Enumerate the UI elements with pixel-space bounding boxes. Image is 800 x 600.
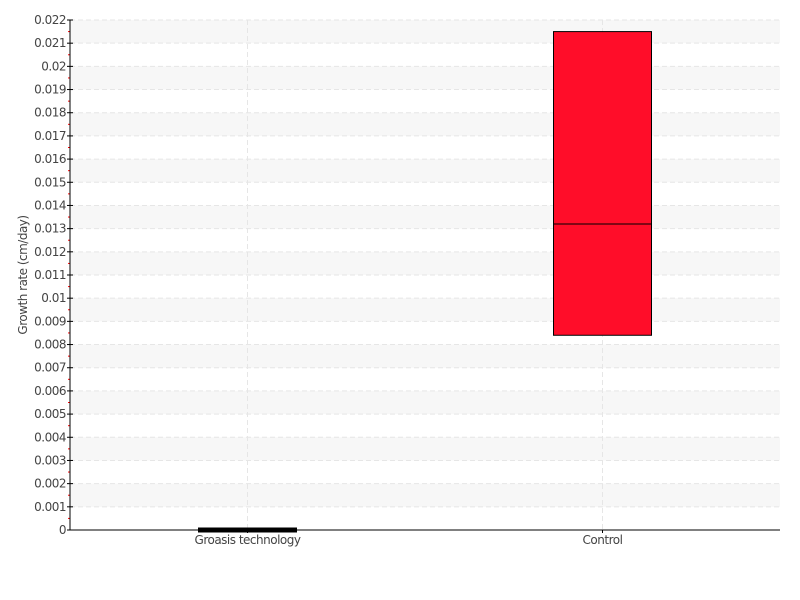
grid-band xyxy=(70,112,780,136)
grid-band xyxy=(70,66,780,90)
box-control xyxy=(553,31,652,336)
y-tick-label: 0.006 xyxy=(34,384,66,398)
y-tick-label: 0 xyxy=(59,523,66,537)
grid-band xyxy=(70,344,780,368)
y-tick-label: 0.009 xyxy=(34,314,66,328)
y-tick-label: 0.02 xyxy=(41,59,66,73)
y-axis-label: Growth rate (cm/day) xyxy=(16,215,30,334)
grid-band xyxy=(70,483,780,507)
y-tick-label: 0.008 xyxy=(34,338,66,352)
y-tick-label: 0.002 xyxy=(34,477,66,491)
y-tick-label: 0.021 xyxy=(34,36,66,50)
y-tick-label: 0.015 xyxy=(34,175,66,189)
y-tick-label: 0.018 xyxy=(34,106,66,120)
y-tick-label: 0.001 xyxy=(34,500,66,514)
x-tick-label: Control xyxy=(583,533,623,547)
grid-band xyxy=(70,437,780,461)
grid-band xyxy=(70,20,780,44)
y-tick-label: 0.016 xyxy=(34,152,66,166)
x-tick-label: Groasis technology xyxy=(195,533,301,547)
y-tick-label: 0.004 xyxy=(34,430,66,444)
y-tick-label: 0.019 xyxy=(34,83,66,97)
grid-band xyxy=(70,159,780,183)
y-tick-label: 0.005 xyxy=(34,407,66,421)
y-tick-label: 0.012 xyxy=(34,245,66,259)
grid-band xyxy=(70,251,780,275)
grid-band xyxy=(70,390,780,415)
y-tick-label: 0.007 xyxy=(34,361,66,375)
y-tick-label: 0.017 xyxy=(34,129,66,143)
y-tick-label: 0.011 xyxy=(34,268,66,282)
y-tick-label: 0.014 xyxy=(34,198,66,212)
y-tick-label: 0.013 xyxy=(34,222,66,236)
y-tick-label: 0.003 xyxy=(34,453,66,467)
grid-band xyxy=(70,205,780,229)
y-tick-label: 0.022 xyxy=(34,13,66,27)
grid-band xyxy=(70,298,780,322)
y-tick-label: 0.01 xyxy=(41,291,66,305)
